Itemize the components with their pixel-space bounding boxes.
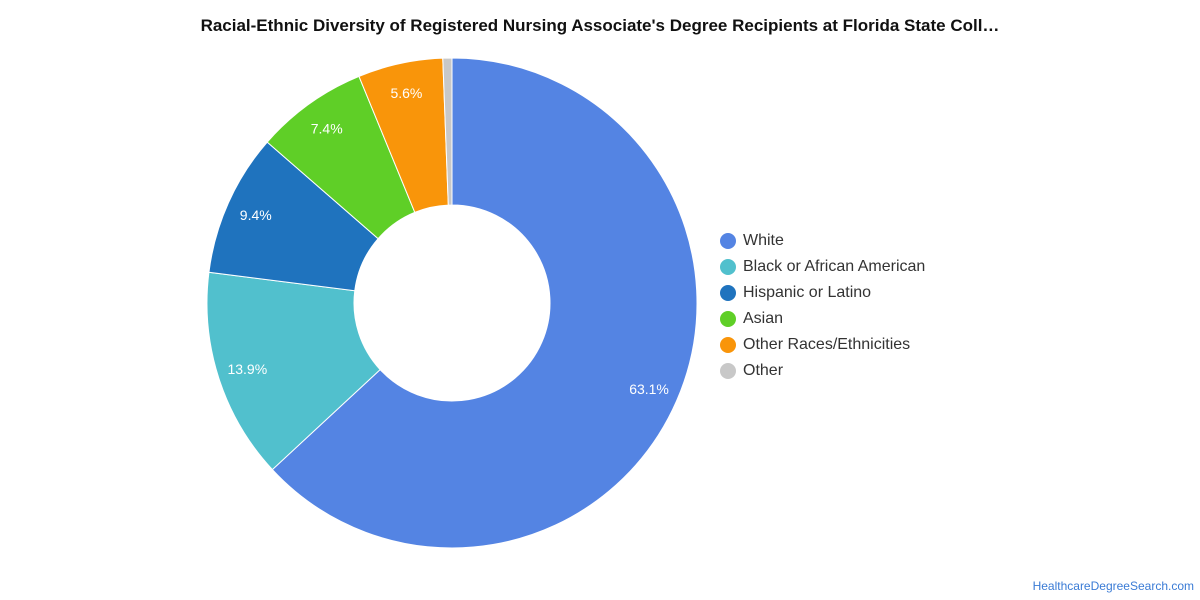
- source-watermark[interactable]: HealthcareDegreeSearch.com: [1032, 579, 1194, 593]
- legend-label: Hispanic or Latino: [743, 284, 872, 301]
- legend-item-hispanic-or-latino[interactable]: Hispanic or Latino: [720, 280, 925, 306]
- legend-item-other-races-ethnicities[interactable]: Other Races/Ethnicities: [720, 332, 925, 358]
- legend-label: Other Races/Ethnicities: [743, 336, 911, 353]
- legend-swatch-icon: [720, 285, 736, 301]
- slice-black-or-african-american[interactable]: [206, 271, 381, 471]
- legend-swatch-icon: [720, 259, 736, 275]
- legend-swatch-icon: [720, 337, 736, 353]
- slice-label-white: 63.1%: [629, 381, 669, 397]
- legend-label: Black or African American: [743, 258, 926, 275]
- legend-item-black-or-african-american[interactable]: Black or African American: [720, 254, 925, 280]
- legend-swatch-icon: [720, 311, 736, 327]
- chart-title: Racial-Ethnic Diversity of Registered Nu…: [200, 16, 1000, 35]
- slice-label-hispanic-or-latino: 9.4%: [240, 207, 272, 223]
- slice-white[interactable]: [271, 57, 698, 549]
- legend-item-white[interactable]: White: [720, 228, 925, 254]
- legend-item-asian[interactable]: Asian: [720, 306, 925, 332]
- chart-legend: White Black or African American Hispanic o…: [720, 228, 925, 384]
- slices-group: [206, 57, 698, 549]
- slice-label-other-races-ethnicities: 5.6%: [390, 85, 422, 101]
- slice-other[interactable]: [442, 57, 453, 206]
- legend-label: Asian: [743, 310, 784, 327]
- slice-labels-group: 63.1% 13.9% 9.4% 7.4% 5.6%: [227, 85, 668, 397]
- legend-swatch-icon: [720, 233, 736, 249]
- legend-item-other[interactable]: Other: [720, 358, 925, 384]
- slice-label-asian: 7.4%: [311, 120, 343, 136]
- legend-label: Other: [743, 362, 784, 379]
- legend-label: White: [743, 232, 784, 249]
- legend-swatch-icon: [720, 363, 736, 379]
- slice-label-black-or-african-american: 13.9%: [227, 361, 267, 377]
